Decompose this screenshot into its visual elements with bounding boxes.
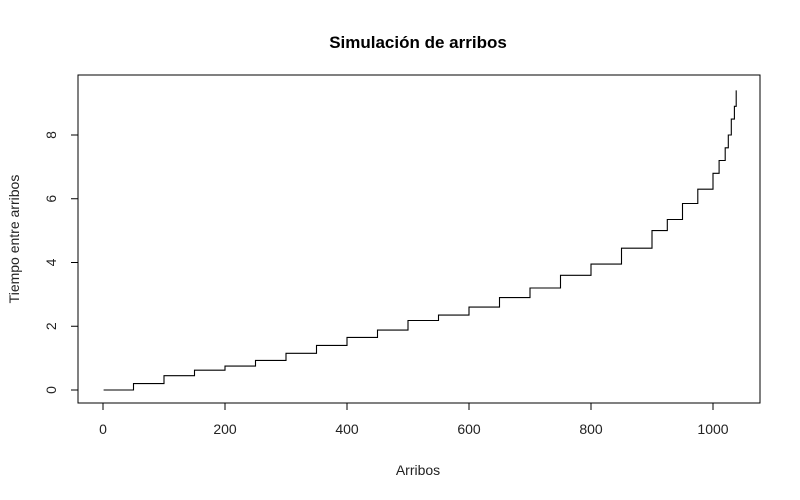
x-tick-label: 0 — [99, 421, 107, 437]
y-tick-label: 8 — [43, 131, 59, 139]
y-tick-label: 0 — [43, 386, 59, 394]
x-axis: 0 200 400 600 800 1000 — [99, 402, 729, 437]
x-tick-label: 800 — [579, 421, 603, 437]
x-tick-label: 200 — [213, 421, 237, 437]
y-tick-label: 2 — [43, 322, 59, 330]
x-tick-label: 400 — [335, 421, 359, 437]
series-line — [103, 90, 737, 391]
y-tick-label: 6 — [43, 195, 59, 203]
y-axis: 0 2 4 6 8 — [43, 131, 79, 394]
plot-frame — [77, 74, 761, 404]
x-tick-label: 1000 — [697, 421, 728, 437]
y-axis-label: Tiempo entre arribos — [6, 175, 22, 304]
x-tick-label: 600 — [457, 421, 481, 437]
y-tick-label: 4 — [43, 258, 59, 266]
chart-title: Simulación de arribos — [329, 33, 507, 52]
x-axis-label: Arribos — [396, 462, 440, 478]
